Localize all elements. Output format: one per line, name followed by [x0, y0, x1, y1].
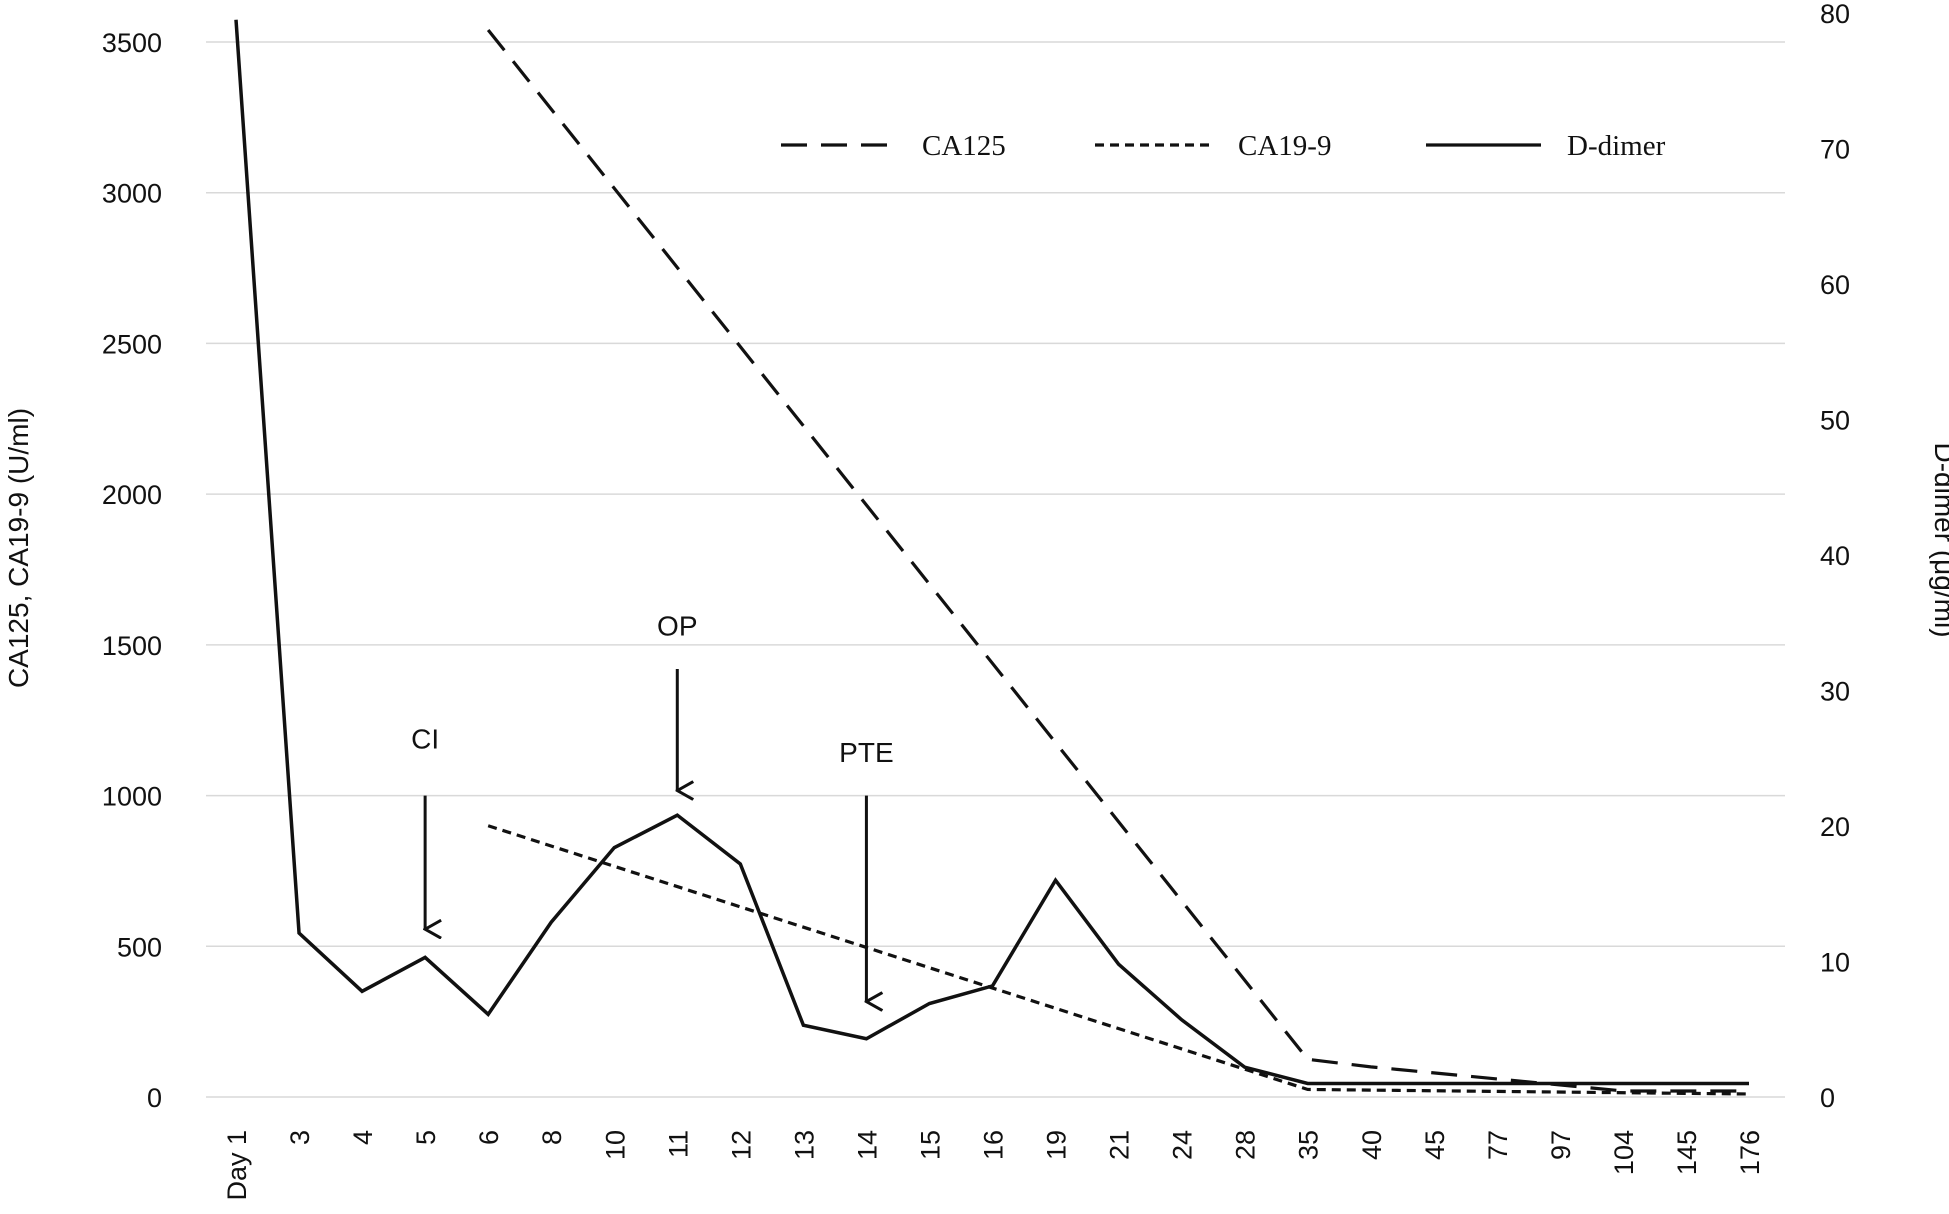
x-tick-label: 104 [1609, 1130, 1639, 1175]
x-tick-label: 12 [726, 1130, 756, 1160]
right-tick-label: 40 [1820, 541, 1850, 571]
x-tick-label: 13 [789, 1130, 819, 1160]
x-tick-label: 145 [1672, 1130, 1702, 1175]
x-tick-label: 4 [348, 1130, 378, 1145]
x-tick-label: 19 [1042, 1130, 1072, 1160]
right-tick-label: 10 [1820, 948, 1850, 978]
x-tick-label: 176 [1735, 1130, 1765, 1175]
gridlines [206, 41, 1785, 1098]
legend: CA125 CA19-9 D-dimer [781, 130, 1666, 162]
right-axis-title: D-dimer (μg/ml) [1929, 442, 1949, 637]
x-tick-label: 97 [1546, 1130, 1576, 1160]
annotation-label: OP [657, 610, 697, 641]
x-tick-label: 45 [1420, 1130, 1450, 1160]
right-tick-label: 70 [1820, 135, 1850, 165]
x-tick-label: 16 [979, 1130, 1009, 1160]
legend-label: D-dimer [1567, 130, 1666, 162]
x-tick-label: 10 [600, 1130, 630, 1160]
legend-label: CA125 [922, 130, 1006, 162]
x-tick-label: Day 1 [222, 1130, 252, 1201]
left-axis-title: CA125, CA19-9 (U/ml) [3, 408, 34, 688]
right-tick-label: 20 [1820, 812, 1850, 842]
left-tick-label: 500 [117, 932, 162, 962]
series-line-d-dimer [234, 19, 1749, 1086]
x-tick-label: 28 [1231, 1130, 1261, 1160]
left-tick-label: 1500 [102, 631, 162, 661]
left-tick-label: 3000 [102, 179, 162, 209]
left-tick-label: 2000 [102, 480, 162, 510]
x-tick-label: 14 [852, 1130, 882, 1160]
right-tick-label: 60 [1820, 270, 1850, 300]
left-tick-label: 1000 [102, 782, 162, 812]
series-line-ca125 [486, 28, 1749, 1093]
x-tick-label: 24 [1168, 1130, 1198, 1160]
x-tick-label: 40 [1357, 1130, 1387, 1160]
x-tick-label: 21 [1105, 1130, 1135, 1160]
x-tick-label: 15 [915, 1130, 945, 1160]
annotations: CI OP PTE [411, 610, 894, 1001]
annotation-label: CI [411, 723, 439, 754]
x-tick-label: 5 [411, 1130, 441, 1145]
left-tick-label: 0 [147, 1083, 162, 1113]
series-line-ca19-9 [487, 824, 1750, 1096]
left-tick-label: 3500 [102, 28, 162, 58]
left-axis-ticks: 0 500 1000 1500 2000 2500 3000 3500 [102, 28, 162, 1113]
right-tick-label: 30 [1820, 677, 1850, 707]
series [234, 19, 1750, 1096]
right-tick-label: 80 [1820, 0, 1850, 29]
right-tick-label: 0 [1820, 1083, 1835, 1113]
left-tick-label: 2500 [102, 329, 162, 359]
x-axis-ticks: Day 1 3 4 5 6 8 10 11 12 13 14 15 16 19 21 24 28 35 40 45 77… [222, 1130, 1765, 1201]
x-tick-label: 35 [1294, 1130, 1324, 1160]
right-tick-label: 50 [1820, 406, 1850, 436]
x-tick-label: 8 [537, 1130, 567, 1145]
right-axis-ticks: 0 10 20 30 40 50 60 70 80 [1820, 0, 1850, 1113]
legend-label: CA19-9 [1238, 130, 1331, 162]
x-tick-label: 77 [1483, 1130, 1513, 1160]
annotation-label: PTE [839, 737, 893, 768]
x-tick-label: 6 [474, 1130, 504, 1145]
x-tick-label: 11 [663, 1130, 693, 1158]
x-tick-label: 3 [285, 1130, 315, 1145]
